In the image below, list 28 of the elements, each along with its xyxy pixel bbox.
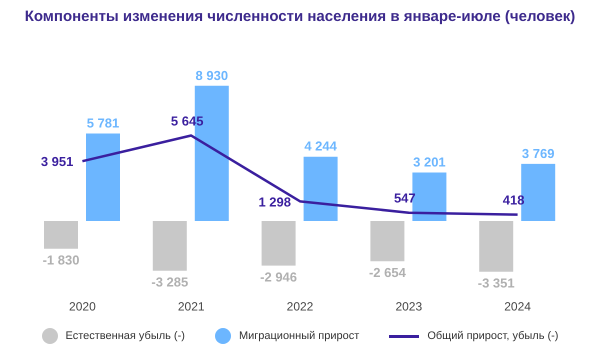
data-label: -3 285 [151,274,188,290]
chart-title: Компоненты изменения численности населения в январе-июле (человек) [24,8,576,27]
x-tick-label: 2022 [286,300,314,314]
data-label: -2 654 [368,265,407,280]
data-label: -1 830 [42,252,80,268]
data-label: 3 201 [413,154,446,170]
legend-label: Общий прирост, убыль (-) [427,330,558,342]
x-tick-label: 2020 [69,300,96,314]
bar [304,156,338,221]
x-tick-label: 2023 [395,300,422,314]
x-tick-label: 2024 [504,300,532,314]
data-label: -2 946 [260,270,298,285]
bar [152,221,187,271]
bar [370,221,404,262]
data-label: 3 951 [40,154,74,170]
data-label: 3 769 [522,146,554,161]
data-label: -3 351 [478,276,515,291]
data-label: 1 298 [258,194,291,210]
data-label: 4 244 [304,138,338,154]
legend-label: Миграционный прирост [238,330,360,342]
bar [44,221,78,249]
bar [262,221,296,266]
legend-label: Естественная убыль (-) [66,330,185,342]
data-label: 8 930 [196,68,228,83]
data-label: 5 781 [86,115,120,130]
bar [479,221,514,272]
x-tick-label: 2021 [178,300,205,314]
bar [86,133,120,221]
